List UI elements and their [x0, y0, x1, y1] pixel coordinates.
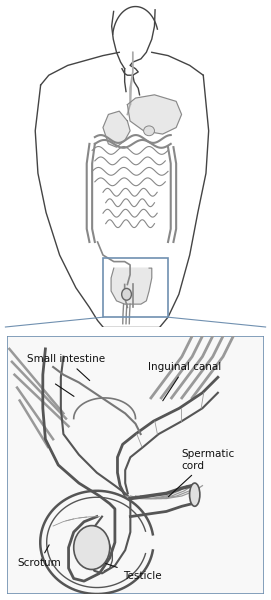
Text: Small intestine: Small intestine: [27, 354, 105, 380]
Circle shape: [122, 289, 131, 300]
Text: Inguinal canal: Inguinal canal: [149, 362, 222, 401]
Polygon shape: [127, 95, 182, 134]
Text: Scrotum: Scrotum: [17, 545, 61, 568]
Text: Spermatic
cord: Spermatic cord: [169, 449, 235, 497]
Ellipse shape: [74, 526, 110, 569]
Polygon shape: [111, 268, 152, 304]
Text: Testicle: Testicle: [99, 562, 161, 581]
Ellipse shape: [144, 126, 154, 136]
Bar: [103, 259, 168, 317]
Ellipse shape: [189, 483, 200, 506]
Polygon shape: [103, 111, 130, 147]
